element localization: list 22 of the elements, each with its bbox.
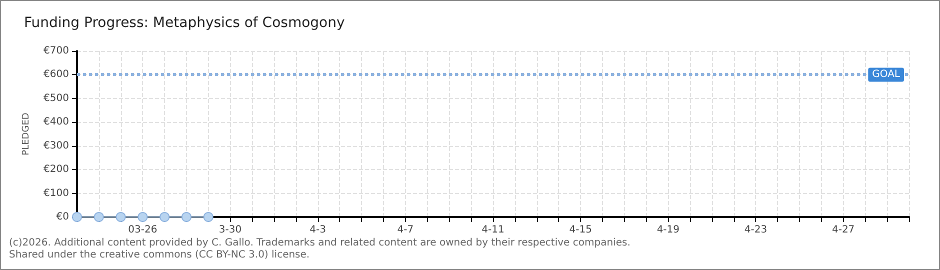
text: Shared under the creative commons (CC BY-NC 3.0) license. — [9, 250, 310, 260]
text: (c)2026. Additional content provided by C. Gallo. Trademarks and related content are owned by their respective companies. — [9, 238, 630, 248]
y-tick-label: €0 — [56, 212, 69, 222]
x-tick-label: 4-19 — [656, 224, 680, 236]
x-tick-label: 03-26 — [128, 224, 158, 236]
y-tick-label: €300 — [44, 140, 69, 152]
x-tick-label: 4-7 — [397, 224, 414, 236]
x-tick-label: 3-30 — [218, 224, 242, 236]
y-axis-title: PLEDGED — [22, 112, 32, 156]
chart-title: Funding Progress: Metaphysics of Cosmogony — [24, 15, 345, 31]
x-tick-label: 4-27 — [832, 224, 855, 236]
y-tick-label: €500 — [44, 92, 69, 104]
x-tick-label: 4-15 — [569, 224, 592, 236]
y-tick-label: €200 — [44, 164, 69, 176]
x-tick-label: 4-11 — [482, 224, 504, 236]
x-tick-label: 4-3 — [310, 224, 326, 236]
y-tick-label: €100 — [44, 188, 69, 199]
ref-line-label: GOAL — [872, 69, 900, 80]
y-tick-label: €700 — [44, 46, 69, 56]
x-tick-label: 4-23 — [744, 224, 768, 236]
y-tick-label: €600 — [44, 69, 69, 80]
y-tick-label: €400 — [44, 116, 69, 128]
